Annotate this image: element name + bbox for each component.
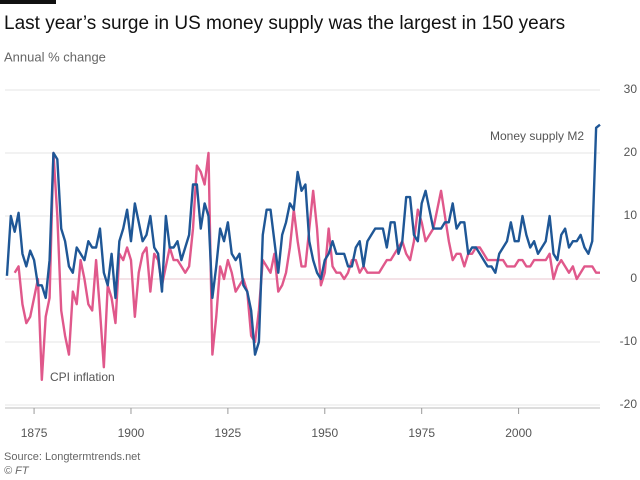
- series-line: [13, 151, 600, 381]
- y-tick-label: 0: [630, 271, 637, 285]
- x-tick-label: 2000: [505, 426, 532, 440]
- y-tick-label: 10: [624, 208, 638, 222]
- series-label: Money supply M2: [490, 129, 584, 143]
- chart-title: Last year’s surge in US money supply was…: [4, 13, 565, 34]
- y-tick-label: 20: [624, 145, 638, 159]
- y-tick-label: -20: [620, 397, 638, 411]
- x-tick-label: 1975: [408, 426, 435, 440]
- series-label: CPI inflation: [50, 370, 115, 384]
- y-tick-label: 30: [624, 82, 638, 96]
- x-tick-label: 1875: [21, 426, 48, 440]
- x-tick-label: 1950: [311, 426, 338, 440]
- x-tick-label: 1900: [118, 426, 145, 440]
- source: Source: Longtermtrends.net: [4, 451, 140, 463]
- x-tick-label: 1925: [215, 426, 242, 440]
- series-line: [5, 123, 601, 356]
- brand-bar: [0, 0, 56, 4]
- chart-subtitle: Annual % change: [4, 49, 106, 64]
- y-tick-label: -10: [620, 334, 638, 348]
- credit: © FT: [4, 465, 30, 477]
- plot: [5, 123, 601, 381]
